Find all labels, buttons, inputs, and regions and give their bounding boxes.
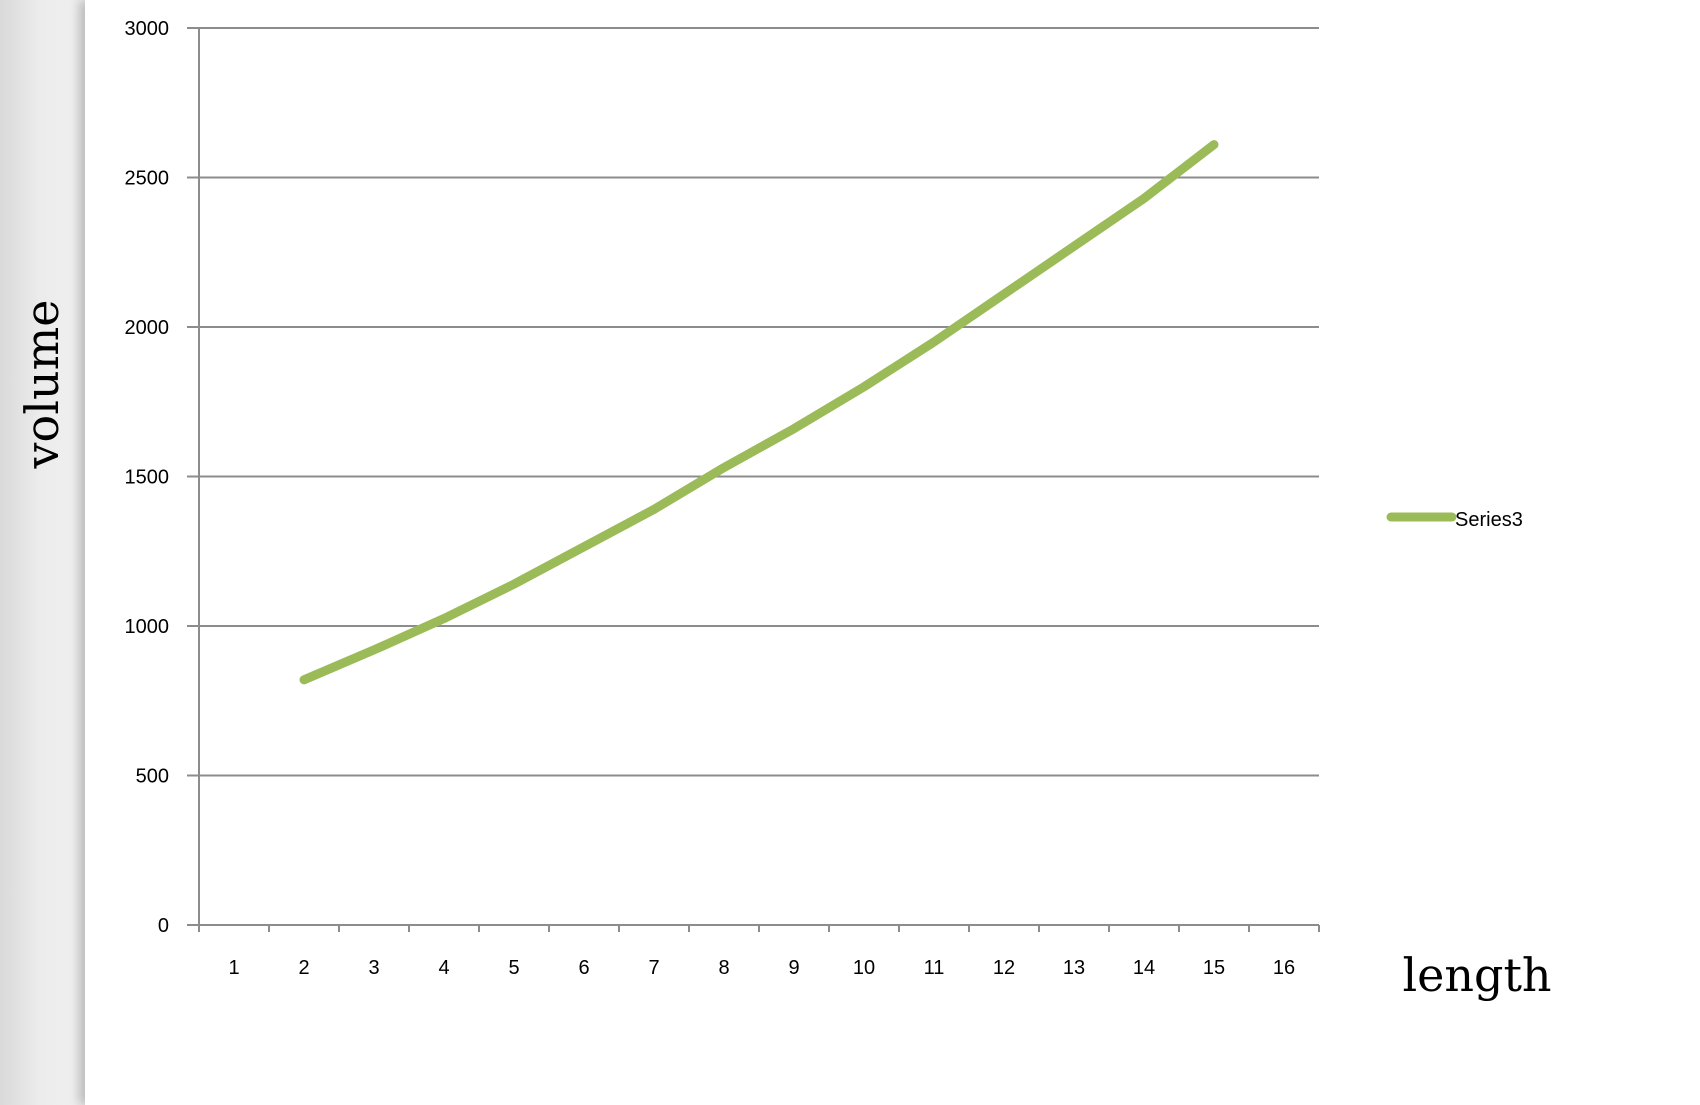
x-axis-ticks: 1 2 3 4 5 6 7 8 9 10 11 12 13 14 15 16 bbox=[198, 925, 1320, 979]
x-tick-label: 1 bbox=[228, 957, 239, 979]
x-tick-label: 16 bbox=[1273, 957, 1295, 979]
y-tick-label: 3000 bbox=[125, 18, 170, 40]
x-tick-label: 11 bbox=[924, 957, 945, 979]
y-tick-label: 1000 bbox=[125, 616, 170, 638]
x-tick-label: 9 bbox=[788, 957, 799, 979]
x-tick-label: 13 bbox=[1063, 957, 1085, 979]
gridlines bbox=[187, 27, 1319, 926]
x-tick-label: 6 bbox=[578, 957, 589, 979]
x-tick-label: 4 bbox=[438, 957, 449, 979]
x-tick-label: 5 bbox=[508, 957, 519, 979]
x-axis-title: length bbox=[1402, 948, 1551, 1002]
legend-label-series3: Series3 bbox=[1455, 509, 1523, 531]
x-tick-label: 7 bbox=[648, 957, 659, 979]
x-tick-label: 2 bbox=[298, 957, 309, 979]
x-tick-label: 10 bbox=[853, 957, 875, 979]
y-tick-label: 0 bbox=[158, 915, 169, 937]
legend: Series3 bbox=[1386, 509, 1523, 531]
chart-area bbox=[85, 0, 1700, 1105]
y-axis-ticks: 0 500 1000 1500 2000 2500 3000 bbox=[125, 18, 170, 937]
y-tick-label: 500 bbox=[136, 766, 169, 788]
x-tick-label: 15 bbox=[1203, 957, 1225, 979]
y-axis-title: volume bbox=[15, 300, 69, 470]
y-tick-label: 2500 bbox=[125, 168, 170, 190]
y-tick-label: 1500 bbox=[125, 467, 170, 489]
series-lines bbox=[299, 140, 1219, 685]
series-line-series3 bbox=[299, 140, 1219, 685]
x-tick-label: 14 bbox=[1133, 957, 1155, 979]
x-tick-label: 3 bbox=[368, 957, 379, 979]
x-tick-label: 8 bbox=[718, 957, 729, 979]
y-tick-label: 2000 bbox=[125, 317, 170, 339]
x-tick-label: 12 bbox=[993, 957, 1015, 979]
